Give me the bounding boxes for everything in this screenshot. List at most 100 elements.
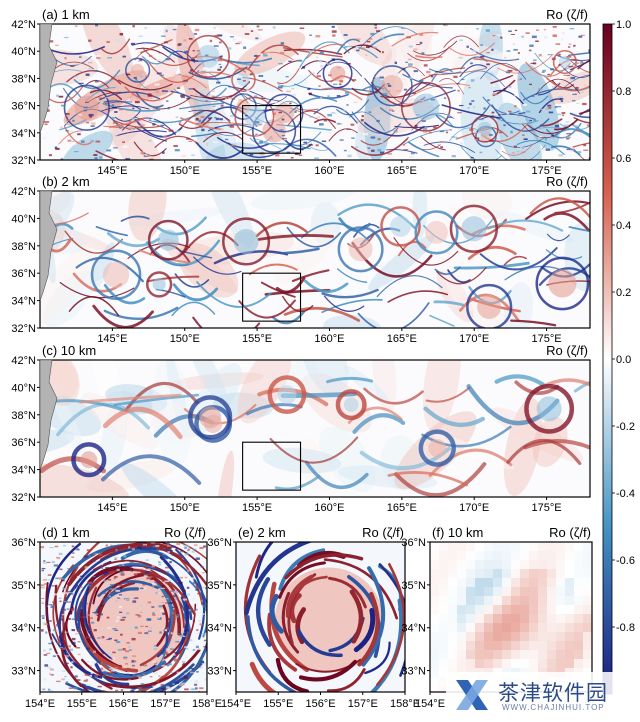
submeso-speck — [98, 553, 103, 557]
grid-cell — [538, 569, 548, 579]
grid-cell — [475, 641, 485, 651]
filament — [577, 59, 590, 70]
filament — [192, 81, 251, 101]
submeso-speck — [88, 62, 93, 64]
watermark-name: 茶津软件园 — [498, 681, 608, 705]
grid-cell — [457, 551, 467, 561]
submeso-speck — [113, 588, 118, 590]
submeso-speck — [72, 552, 75, 554]
submeso-speck — [193, 544, 198, 547]
submeso-speck — [186, 586, 190, 589]
submeso-speck — [552, 25, 557, 28]
submeso-speck — [566, 133, 571, 135]
grid-cell — [430, 641, 440, 651]
submeso-speck — [135, 614, 140, 616]
submeso-speck — [185, 46, 189, 49]
submeso-speck — [569, 149, 574, 152]
eddy-ring — [267, 375, 307, 415]
submeso-speck — [64, 662, 69, 665]
y-tick-label: 40°N — [11, 46, 36, 58]
submeso-speck — [123, 658, 128, 660]
submeso-speck — [560, 38, 564, 41]
submeso-speck — [203, 545, 206, 548]
grid-cell — [430, 605, 440, 615]
eddy-core — [428, 439, 447, 458]
submeso-speck — [186, 138, 191, 140]
submeso-speck — [278, 111, 283, 114]
submeso-speck — [394, 73, 399, 76]
submeso-speck — [412, 111, 415, 113]
vorticity-patch — [436, 270, 474, 323]
submeso-speck — [432, 125, 437, 129]
submeso-speck — [63, 37, 69, 39]
submeso-speck — [43, 649, 46, 652]
submeso-speck — [355, 46, 359, 48]
grid-cell — [583, 641, 592, 651]
submeso-speck — [65, 652, 70, 654]
submeso-speck — [583, 149, 589, 151]
submeso-speck — [579, 137, 583, 140]
colorbar-tick-label: -0.6 — [616, 555, 635, 567]
filament — [131, 42, 183, 58]
eddy-ring — [145, 271, 173, 298]
submeso-speck — [576, 130, 581, 132]
grid-cell — [448, 578, 458, 588]
submeso-speck — [155, 664, 159, 666]
filament — [501, 144, 533, 156]
submeso-speck — [161, 595, 165, 598]
vorticity-patch — [397, 24, 433, 70]
submeso-speck — [562, 114, 565, 117]
submeso-speck — [68, 687, 74, 689]
x-tick-label: 155°E — [242, 502, 272, 514]
submeso-speck — [402, 105, 405, 108]
submeso-speck — [79, 616, 83, 618]
swirl-filament — [353, 607, 376, 653]
eddy-core — [131, 63, 145, 77]
inset-box — [242, 272, 302, 322]
grid-cell — [430, 677, 440, 687]
submeso-speck — [426, 70, 431, 74]
submeso-speck — [272, 26, 276, 29]
submeso-speck — [366, 54, 371, 56]
submeso-speck — [147, 93, 152, 96]
submeso-speck — [307, 87, 311, 91]
submeso-speck — [210, 90, 216, 92]
grid-cell — [538, 578, 548, 588]
filament — [431, 68, 453, 82]
submeso-speck — [102, 157, 107, 159]
vorticity-patch — [517, 63, 560, 151]
submeso-speck — [423, 131, 428, 134]
submeso-speck — [130, 98, 136, 101]
submeso-speck — [106, 616, 110, 619]
submeso-speck — [492, 35, 496, 37]
filament — [387, 290, 449, 303]
submeso-speck — [394, 61, 398, 65]
submeso-speck — [508, 110, 512, 113]
submeso-speck — [121, 564, 125, 566]
submeso-speck — [193, 33, 198, 35]
submeso-speck — [543, 29, 546, 31]
grid-cell — [574, 650, 584, 660]
grid-cell — [574, 659, 584, 669]
submeso-speck — [272, 112, 276, 115]
submeso-speck — [173, 590, 176, 594]
submeso-speck — [112, 628, 117, 630]
grid-cell — [538, 605, 548, 615]
eddy-core — [548, 269, 577, 298]
submeso-speck — [153, 545, 156, 548]
submeso-speck — [139, 604, 143, 607]
submeso-speck — [273, 101, 278, 104]
submeso-speck — [93, 552, 96, 555]
submeso-speck — [439, 130, 445, 133]
submeso-speck — [493, 113, 499, 116]
swirl-filament — [278, 548, 326, 591]
filament — [415, 55, 443, 59]
colorbar: 1.00.80.60.40.20.0-0.2-0.4-0.6-0.8 — [602, 19, 635, 695]
grid-cell — [529, 632, 539, 642]
filament — [115, 130, 167, 137]
submeso-speck — [151, 606, 155, 608]
grid-cell — [583, 587, 592, 597]
filament — [407, 141, 440, 158]
filament — [102, 406, 183, 440]
filament — [188, 109, 231, 121]
